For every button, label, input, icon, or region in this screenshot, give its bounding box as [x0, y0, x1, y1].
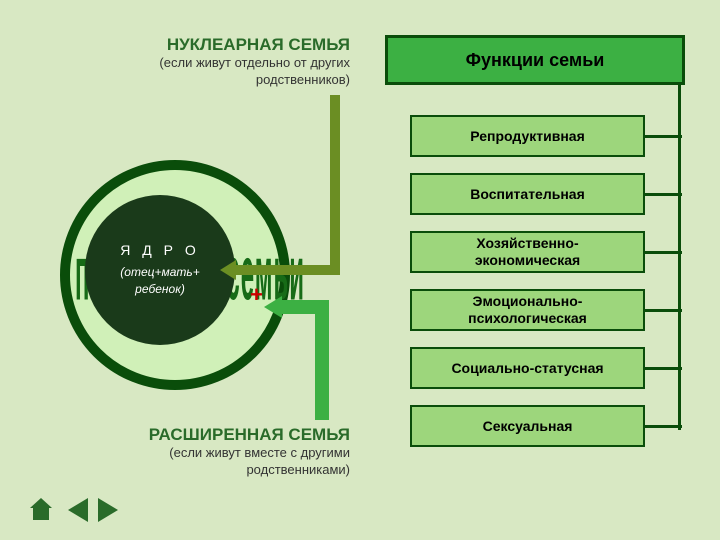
family-core: Я Д Р О (отец+мать+ ребенок): [85, 195, 235, 345]
function-branch: [645, 193, 682, 196]
extended-pointer-h: [280, 300, 329, 314]
core-subtitle: (отец+мать+ ребенок): [120, 264, 199, 298]
function-label: Репродуктивная: [470, 128, 584, 145]
extended-subtitle: (если живут вместе с другими родственник…: [90, 445, 350, 479]
function-label: Хозяйственно- экономическая: [475, 235, 580, 269]
function-label: Социально-статусная: [451, 360, 603, 377]
nuclear-subtitle: (если живут отдельно от других родственн…: [90, 55, 350, 89]
functions-header: Функции семьи: [385, 35, 685, 85]
function-box: Эмоционально- психологическая: [410, 289, 645, 331]
nuclear-pointer-v: [330, 95, 340, 275]
nav-prev-button[interactable]: [68, 498, 88, 522]
function-branch: [645, 309, 682, 312]
extended-title: РАСШИРЕННАЯ СЕМЬЯ: [90, 425, 350, 445]
function-box: Сексуальная: [410, 405, 645, 447]
function-label: Эмоционально- психологическая: [468, 293, 587, 327]
function-branch: [645, 135, 682, 138]
functions-header-text: Функции семьи: [466, 50, 605, 71]
function-box: Репродуктивная: [410, 115, 645, 157]
extended-pointer-arrow: [264, 296, 282, 318]
function-box: Социально-статусная: [410, 347, 645, 389]
function-branch: [645, 251, 682, 254]
plus-symbol: +: [250, 282, 263, 308]
core-title: Я Д Р О: [120, 242, 200, 258]
extended-pointer-v: [315, 300, 329, 420]
extended-family-label: РАСШИРЕННАЯ СЕМЬЯ (если живут вместе с д…: [90, 425, 350, 479]
nav-next-button[interactable]: [98, 498, 118, 522]
function-branch: [645, 367, 682, 370]
function-box: Воспитательная: [410, 173, 645, 215]
function-label: Воспитательная: [470, 186, 585, 203]
nuclear-pointer-arrow: [220, 260, 236, 280]
function-box: Хозяйственно- экономическая: [410, 231, 645, 273]
function-label: Сексуальная: [483, 418, 573, 435]
function-branch: [645, 425, 682, 428]
nav-home-button[interactable]: [30, 498, 52, 520]
nuclear-family-label: НУКЛЕАРНАЯ СЕМЬЯ (если живут отдельно от…: [90, 35, 350, 89]
nuclear-title: НУКЛЕАРНАЯ СЕМЬЯ: [90, 35, 350, 55]
nuclear-pointer-h: [235, 265, 340, 275]
